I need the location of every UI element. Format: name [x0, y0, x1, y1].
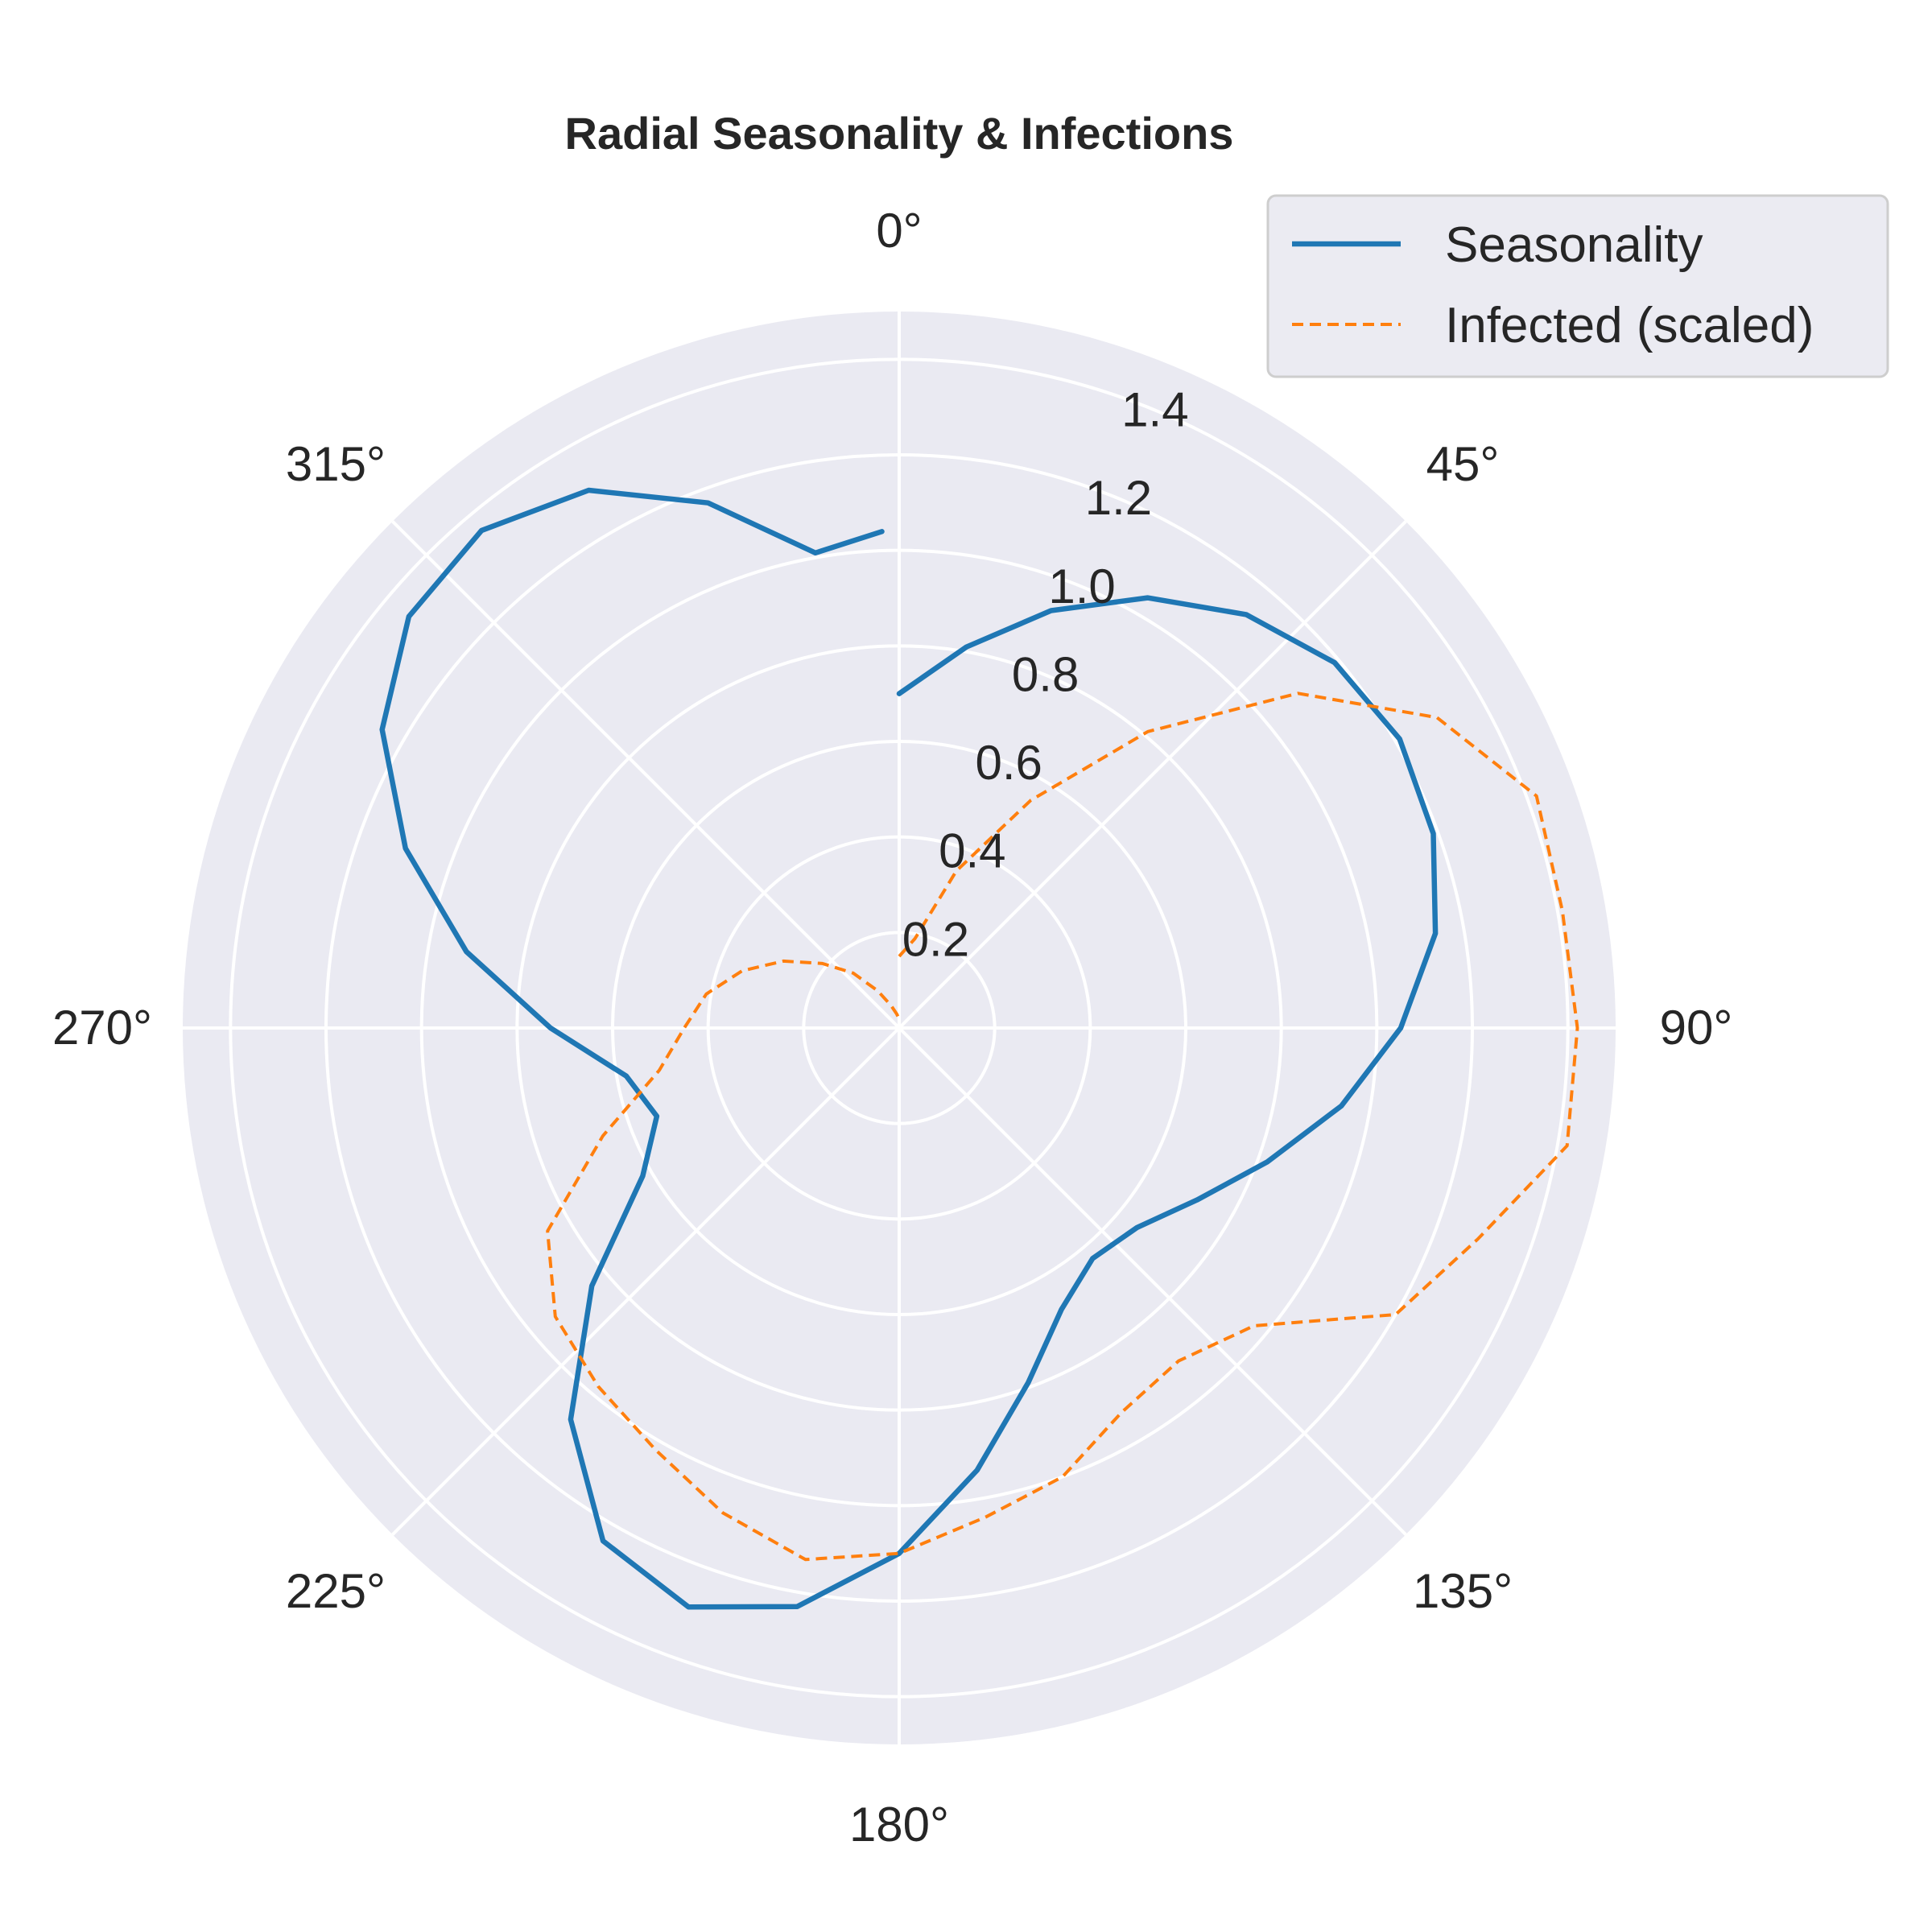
- legend-seasonality-label: Seasonality: [1445, 217, 1703, 273]
- angular-gridline: [898, 520, 1407, 1030]
- angular-tick-label: 225°: [286, 1564, 386, 1618]
- seasonality-line: [379, 487, 1439, 1610]
- angular-tick-label: 270°: [52, 1001, 152, 1055]
- angular-gridline: [391, 1026, 901, 1536]
- infected-line: [546, 691, 1579, 1562]
- radial-tick-label: 1.0: [1048, 559, 1115, 613]
- radial-tick-label: 0.4: [939, 824, 1005, 878]
- angular-tick-label: 90°: [1660, 1001, 1733, 1055]
- angular-gridline: [898, 1026, 1407, 1536]
- legend-infected-label: Infected (scaled): [1445, 298, 1814, 353]
- angular-gridline: [391, 520, 901, 1030]
- radial-tick-label: 1.4: [1121, 383, 1188, 437]
- plot-area: 0.2 0.4 0.6 0.8 1.0 1.2 1.4 0° 45° 90° 135° 180° 225…: [52, 204, 1732, 1852]
- radial-tick-label: 1.2: [1085, 471, 1152, 525]
- legend: Seasonality Infected (scaled): [1266, 194, 1889, 378]
- chart-title: Radial Seasonality & Infections: [565, 108, 1234, 159]
- radial-tick-label: 0.8: [1012, 647, 1079, 701]
- angular-tick-label: 180°: [849, 1798, 949, 1852]
- angular-tick-label: 0°: [876, 204, 922, 258]
- radial-tick-label: 0.2: [902, 912, 969, 966]
- angular-tick-label: 135°: [1413, 1564, 1513, 1618]
- legend-box: [1266, 194, 1889, 378]
- angular-tick-label: 45°: [1426, 437, 1500, 491]
- radial-tick-label: 0.6: [976, 736, 1042, 790]
- angular-tick-label: 315°: [286, 437, 386, 491]
